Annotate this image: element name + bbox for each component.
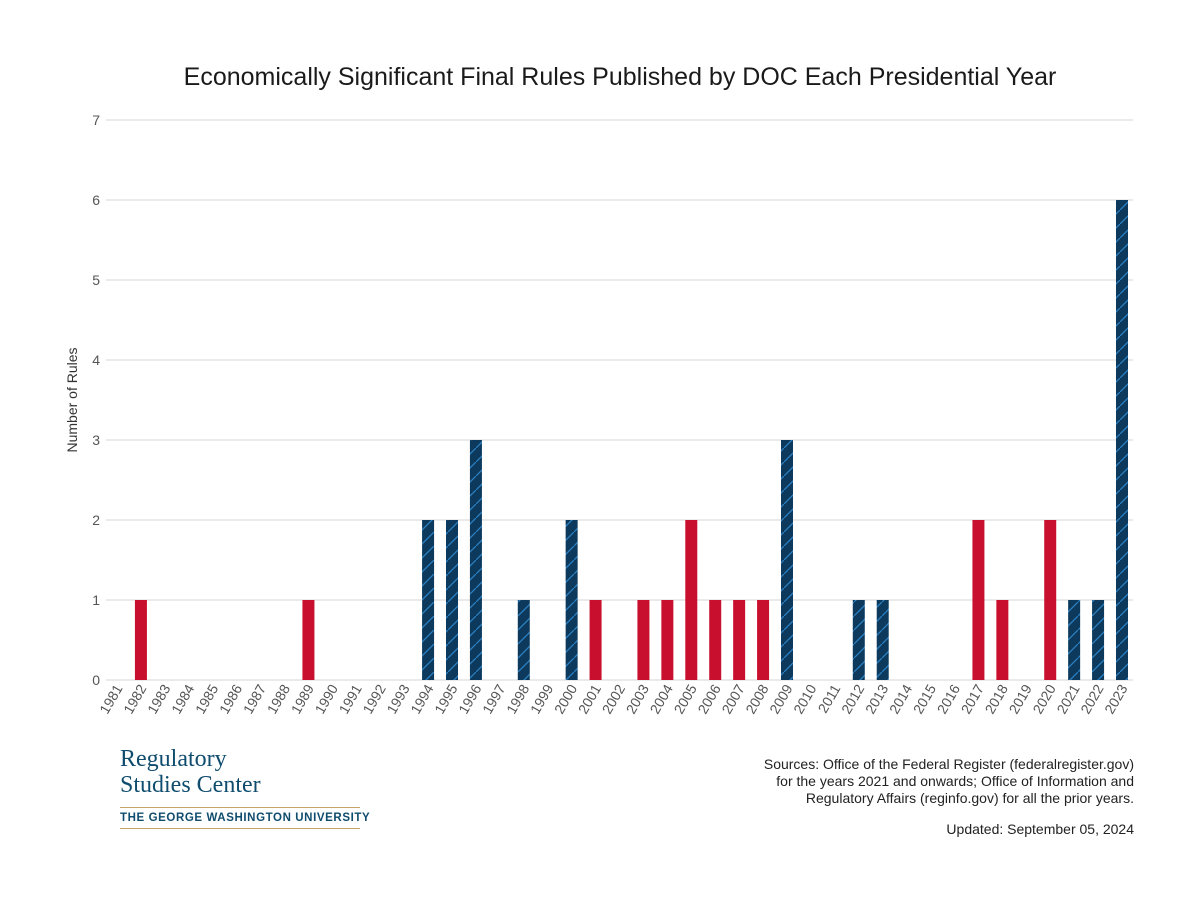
x-tick-label: 2006 [694, 681, 724, 716]
bar-2007 [733, 600, 746, 680]
x-tick-label: 2008 [742, 681, 772, 716]
x-tick-label: 2013 [862, 681, 892, 716]
sources-line-3: Regulatory Affairs (reginfo.gov) for all… [805, 790, 1134, 806]
x-tick-label: 1982 [120, 681, 150, 716]
y-tick-label: 3 [92, 432, 100, 448]
x-tick-label: 2007 [718, 681, 748, 716]
x-tick-label: 1989 [288, 681, 318, 716]
sources-line-1: Sources: Office of the Federal Register … [763, 756, 1134, 772]
x-tick-label: 1994 [407, 681, 437, 716]
x-tick-label: 1981 [96, 681, 126, 716]
bar-1994 [422, 520, 435, 680]
x-tick-label: 1983 [144, 681, 174, 716]
x-tick-label: 1998 [503, 681, 533, 716]
y-tick-label: 5 [92, 272, 100, 288]
bar-2000 [565, 520, 578, 680]
x-tick-label: 2003 [623, 681, 653, 716]
logo-divider [120, 807, 360, 808]
x-tick-label: 1985 [192, 681, 222, 716]
bar-2006 [709, 600, 722, 680]
x-tick-label: 1987 [240, 681, 270, 716]
bar-2009 [781, 440, 793, 680]
bar-2008 [757, 600, 770, 680]
chart-title: Economically Significant Final Rules Pub… [184, 63, 1057, 91]
x-tick-label: 2015 [910, 681, 940, 716]
y-tick-label: 6 [92, 192, 100, 208]
y-tick-label: 4 [92, 352, 100, 368]
bar-2018 [996, 600, 1009, 680]
x-tick-label: 2019 [1005, 681, 1035, 716]
x-tick-label: 2002 [599, 681, 629, 716]
bar-1995 [446, 520, 458, 680]
x-tick-label: 2011 [815, 681, 844, 715]
logo-divider-bottom [120, 828, 360, 829]
x-tick-label: 1999 [527, 681, 557, 716]
x-tick-label: 1986 [216, 681, 246, 716]
y-tick-label: 1 [92, 592, 100, 608]
x-tick-labels: 1981198219831984198519861987198819891990… [96, 681, 1131, 716]
y-tick-label: 7 [92, 112, 100, 128]
bar-2022 [1092, 600, 1105, 680]
x-tick-label: 1992 [359, 681, 389, 716]
bar-2017 [972, 520, 985, 680]
bar-1982 [134, 600, 147, 680]
x-tick-label: 2010 [790, 681, 820, 716]
bar-1989 [302, 600, 315, 680]
x-tick-label: 2020 [1029, 681, 1059, 716]
x-tick-label: 2012 [838, 681, 868, 716]
y-tick-labels: 0 1 2 3 4 5 6 7 [92, 112, 100, 688]
y-axis-label: Number of Rules [64, 347, 80, 452]
x-tick-label: 2004 [647, 681, 677, 716]
logo-line-1: Regulatory [120, 746, 227, 772]
x-tick-label: 2014 [886, 681, 916, 716]
bar-2005 [685, 520, 698, 680]
regulatory-studies-center-logo: Regulatory Studies Center THE GEORGE WAS… [120, 746, 371, 829]
x-tick-label: 1988 [264, 681, 294, 716]
bar-1996 [469, 440, 482, 680]
x-tick-label: 2021 [1053, 681, 1083, 716]
x-tick-label: 2018 [982, 681, 1012, 716]
x-tick-label: 2005 [670, 681, 700, 716]
bar-2020 [1044, 520, 1057, 680]
x-tick-label: 1995 [431, 681, 461, 716]
x-tick-label: 1996 [455, 681, 485, 716]
logo-university: THE GEORGE WASHINGTON UNIVERSITY [120, 812, 371, 824]
x-tick-label: 2017 [958, 681, 988, 716]
y-tick-label: 2 [92, 512, 100, 528]
y-tick-label: 0 [92, 672, 100, 688]
bar-2012 [852, 600, 865, 680]
bar-2003 [637, 600, 650, 680]
x-tick-label: 2001 [575, 681, 605, 716]
x-tick-label: 2016 [934, 681, 964, 716]
bar-2004 [661, 600, 674, 680]
bar-2013 [876, 600, 889, 680]
x-tick-label: 1993 [383, 681, 413, 716]
updated-date: Updated: September 05, 2024 [946, 821, 1134, 837]
bar-2021 [1068, 600, 1081, 680]
x-tick-label: 2022 [1077, 681, 1107, 716]
x-tick-label: 1984 [168, 681, 198, 716]
bar-1998 [517, 600, 530, 680]
bar-2001 [589, 600, 602, 680]
x-tick-label: 2000 [551, 681, 581, 716]
sources-line-2: for the years 2021 and onwards; Office o… [776, 773, 1134, 789]
bars [134, 200, 1128, 680]
x-tick-label: 2009 [766, 681, 796, 716]
gridlines [106, 119, 1133, 681]
sources-note: Sources: Office of the Federal Register … [614, 756, 1134, 807]
bar-2023 [1116, 200, 1128, 680]
x-tick-label: 1991 [335, 681, 365, 716]
logo-line-2: Studies Center [120, 772, 261, 798]
x-tick-label: 1997 [479, 681, 509, 716]
x-tick-label: 1990 [312, 681, 342, 716]
x-tick-label: 2023 [1101, 681, 1131, 716]
